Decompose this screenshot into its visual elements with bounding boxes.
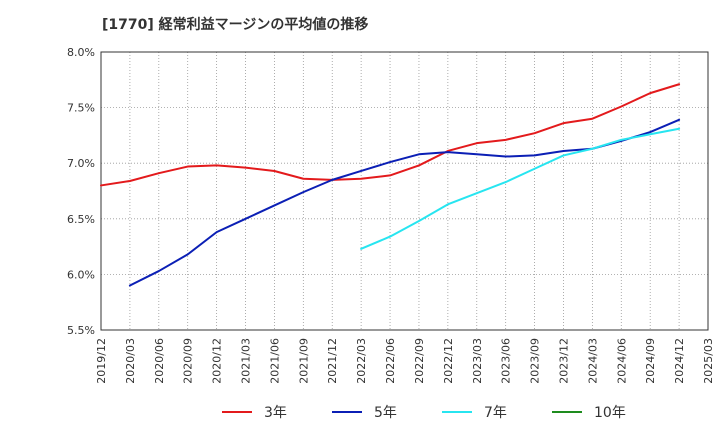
x-tick-label: 2023/06 [500, 338, 513, 384]
chart-title: [1770] 経常利益マージンの平均値の推移 [102, 17, 369, 33]
y-axis-ticks: 5.5% 6.0% 6.5% 7.0% 7.5% 8.0% [67, 46, 95, 337]
x-tick-label: 2020/06 [153, 338, 166, 384]
legend-label: 7年 [484, 405, 507, 421]
x-tick-label: 2021/12 [326, 338, 339, 384]
series-line [100, 83, 681, 187]
x-tick-label: 2020/09 [182, 338, 195, 384]
y-tick-label: 8.0% [67, 46, 95, 59]
y-tick-label: 6.5% [67, 213, 95, 226]
x-tick-label: 2024/03 [586, 338, 599, 384]
x-tick-label: 2024/09 [644, 338, 657, 384]
x-tick-label: 2021/03 [240, 338, 253, 384]
y-tick-label: 5.5% [67, 324, 95, 337]
x-tick-label: 2020/12 [211, 338, 224, 384]
horizontal-grid [101, 107, 708, 275]
y-tick-label: 7.5% [67, 102, 95, 115]
x-tick-label: 2021/09 [297, 338, 310, 384]
x-tick-label: 2021/06 [268, 338, 281, 384]
legend: 3年 5年 7年 10年 [222, 405, 626, 421]
series-line [360, 127, 681, 250]
x-tick-label: 2022/09 [413, 338, 426, 384]
plot-frame [100, 51, 709, 331]
x-tick-label: 2022/06 [384, 338, 397, 384]
x-tick-label: 2022/12 [442, 338, 455, 384]
y-tick-label: 7.0% [67, 157, 95, 170]
x-tick-label: 2024/12 [673, 338, 686, 384]
plot-background [101, 52, 708, 330]
x-tick-label: 2023/12 [557, 338, 570, 384]
x-tick-label: 2020/03 [124, 338, 137, 384]
legend-label: 3年 [264, 405, 287, 421]
legend-label: 5年 [374, 405, 397, 421]
y-tick-label: 6.0% [67, 268, 95, 281]
x-tick-label: 2023/03 [471, 338, 484, 384]
vertical-grid [129, 52, 680, 330]
x-tick-label: 2019/12 [95, 338, 108, 384]
x-tick-label: 2022/03 [355, 338, 368, 384]
series-lines [100, 83, 681, 287]
legend-label: 10年 [594, 405, 626, 421]
x-axis-ticks: 2019/12 2020/03 2020/06 2020/09 2020/12 2021/… [95, 338, 715, 384]
x-tick-label: 2025/03 [702, 338, 715, 384]
x-tick-label: 2023/09 [529, 338, 542, 384]
x-tick-label: 2024/06 [615, 338, 628, 384]
